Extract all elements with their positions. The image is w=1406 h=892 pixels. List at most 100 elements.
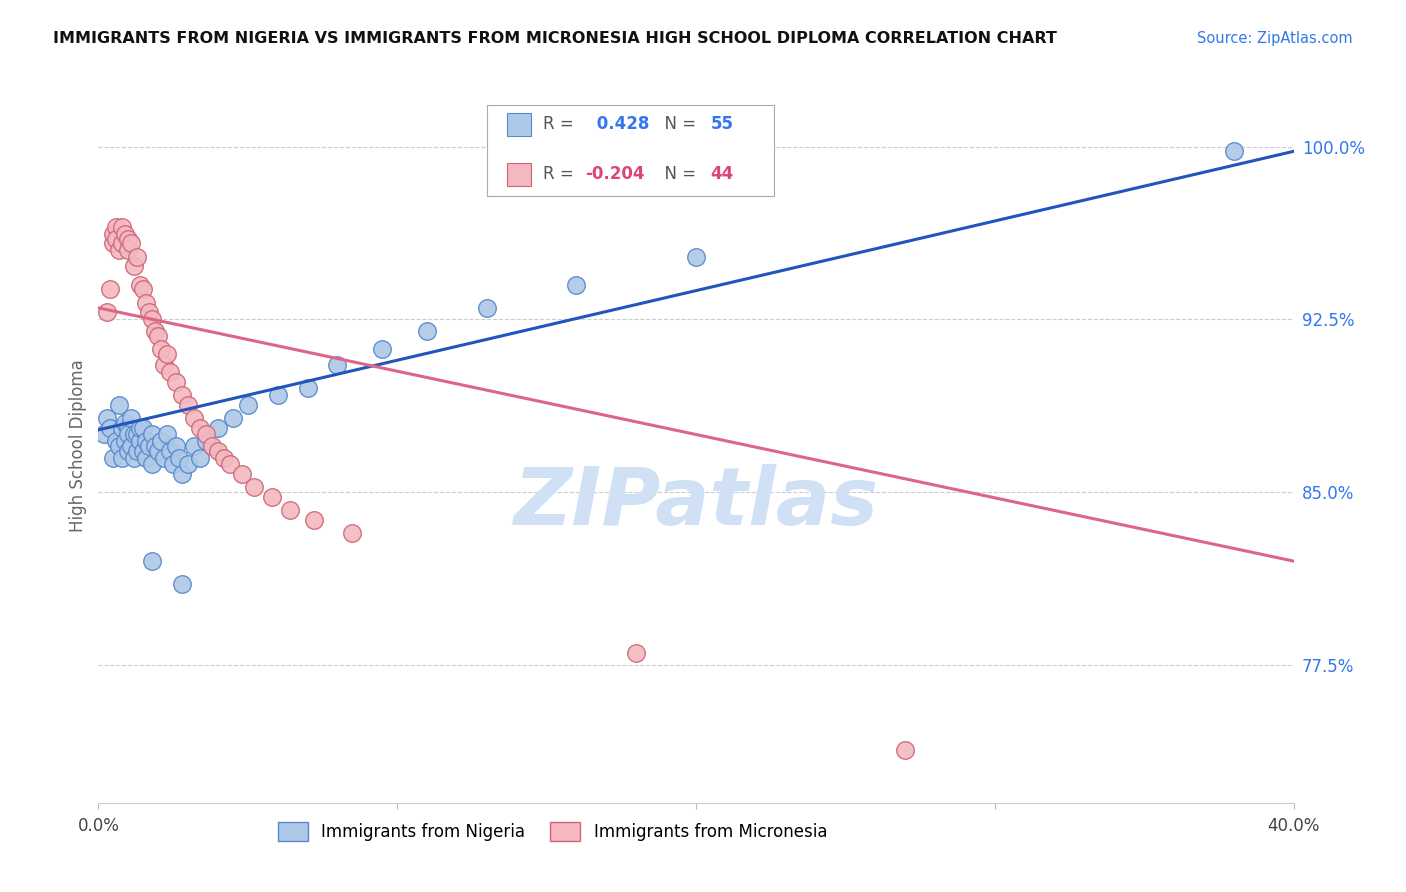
Point [150, 343, 173, 357]
Point [117, 244, 139, 258]
Point [108, 244, 131, 258]
Point [165, 375, 187, 389]
Point [416, 324, 439, 338]
Point [371, 343, 394, 357]
Point [195, 434, 218, 449]
Point [243, 480, 266, 494]
Point [207, 443, 229, 458]
Point [111, 236, 134, 251]
Point [156, 347, 179, 361]
Point [172, 577, 194, 591]
FancyBboxPatch shape [508, 112, 531, 136]
Point [302, 513, 325, 527]
Point [141, 312, 163, 326]
Point [188, 420, 211, 434]
Point [626, 646, 648, 660]
Point [297, 381, 319, 395]
Text: N =: N = [654, 165, 702, 183]
Point [124, 427, 146, 442]
Point [103, 227, 125, 242]
Point [120, 411, 142, 425]
Text: R =: R = [543, 165, 579, 183]
Point [162, 458, 184, 472]
Point [326, 359, 349, 373]
Point [231, 467, 253, 481]
Point [141, 458, 163, 472]
Point [105, 232, 128, 246]
Point [148, 328, 170, 343]
Point [124, 260, 146, 274]
Point [108, 398, 131, 412]
Point [141, 554, 163, 568]
Point [159, 443, 181, 458]
Point [150, 434, 173, 449]
Point [1223, 145, 1246, 159]
Point [127, 443, 149, 458]
Point [96, 305, 118, 319]
Point [111, 420, 134, 434]
Point [565, 277, 588, 292]
Point [236, 398, 259, 412]
Point [111, 220, 134, 235]
Point [165, 439, 187, 453]
Point [129, 277, 152, 292]
Point [156, 427, 179, 442]
Point [117, 232, 139, 246]
Text: 0.428: 0.428 [591, 115, 650, 133]
Text: ZIPatlas: ZIPatlas [513, 464, 879, 542]
Text: 44: 44 [710, 165, 734, 183]
Point [96, 411, 118, 425]
Point [120, 236, 142, 251]
Point [132, 443, 155, 458]
Y-axis label: High School Diploma: High School Diploma [69, 359, 87, 533]
Point [114, 227, 136, 242]
Point [159, 365, 181, 379]
FancyBboxPatch shape [486, 105, 773, 196]
Text: IMMIGRANTS FROM NIGERIA VS IMMIGRANTS FROM MICRONESIA HIGH SCHOOL DIPLOMA CORREL: IMMIGRANTS FROM NIGERIA VS IMMIGRANTS FR… [53, 31, 1057, 46]
Point [105, 434, 128, 449]
Point [894, 743, 917, 757]
Text: -0.204: -0.204 [585, 165, 644, 183]
Point [212, 450, 235, 465]
Point [127, 250, 149, 264]
Point [117, 420, 139, 434]
Point [98, 283, 122, 297]
Legend: Immigrants from Nigeria, Immigrants from Micronesia: Immigrants from Nigeria, Immigrants from… [271, 815, 834, 848]
Text: 55: 55 [710, 115, 734, 133]
Point [138, 305, 160, 319]
Point [135, 296, 157, 310]
Point [195, 427, 218, 442]
Point [138, 439, 160, 453]
Point [342, 526, 364, 541]
Point [148, 443, 170, 458]
Point [143, 439, 166, 453]
Point [219, 458, 242, 472]
Point [222, 411, 245, 425]
Point [129, 434, 152, 449]
Point [135, 434, 157, 449]
Point [183, 439, 205, 453]
Point [143, 324, 166, 338]
Point [103, 450, 125, 465]
Point [93, 427, 115, 442]
Point [98, 420, 122, 434]
Point [177, 458, 200, 472]
Point [111, 450, 134, 465]
Point [188, 450, 211, 465]
Point [114, 416, 136, 430]
Point [120, 439, 142, 453]
Point [183, 411, 205, 425]
Point [132, 420, 155, 434]
Point [685, 250, 707, 264]
Text: R =: R = [543, 115, 579, 133]
FancyBboxPatch shape [508, 162, 531, 186]
Point [114, 434, 136, 449]
Text: Source: ZipAtlas.com: Source: ZipAtlas.com [1197, 31, 1353, 46]
Point [124, 450, 146, 465]
Point [127, 427, 149, 442]
Point [132, 283, 155, 297]
Point [267, 388, 290, 402]
Point [172, 388, 194, 402]
Point [172, 467, 194, 481]
Point [153, 359, 176, 373]
